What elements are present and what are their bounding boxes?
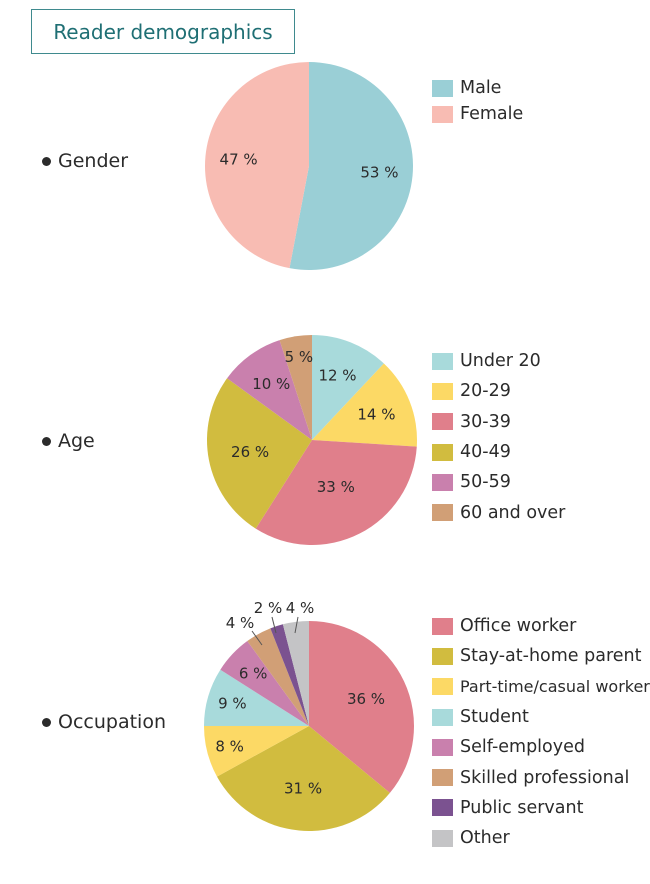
legend-swatch (432, 678, 453, 696)
legend-label: 30-39 (460, 411, 511, 432)
legend-label: Under 20 (460, 351, 541, 372)
pie-label-age-5: 5 % (285, 348, 314, 366)
legend-item: Skilled professional (432, 762, 650, 792)
legend-swatch (432, 799, 453, 817)
pie-label-occupation-3: 9 % (218, 695, 247, 713)
legend-item: 20-29 (432, 376, 565, 406)
page-title: Reader demographics (31, 9, 295, 54)
bullet-icon (42, 717, 51, 727)
legend-swatch (432, 473, 453, 491)
legend-swatch (432, 617, 453, 635)
pie-slice-age-3 (207, 378, 312, 529)
legend-item: Stay-at-home parent (432, 641, 650, 671)
legend-label: Student (460, 707, 529, 728)
pie-label-gender-1: 47 % (220, 150, 258, 168)
age-label: Age (58, 430, 95, 452)
pie-slice-age-4 (227, 340, 312, 440)
legend-item: 40-49 (432, 437, 565, 467)
pie-slice-age-1 (312, 363, 417, 447)
pie-label-age-1: 14 % (357, 405, 395, 423)
pie-slice-occupation-7 (282, 621, 309, 726)
pie-label-occupation-0: 36 % (347, 690, 385, 708)
bullet-icon (42, 156, 51, 166)
pie-slice-occupation-4 (220, 641, 309, 726)
pie-label-occupation-4: 6 % (239, 665, 268, 683)
pie-label-gender-0: 53 % (360, 164, 398, 182)
pie-label-occupation-1: 31 % (284, 780, 322, 798)
occupation-label: Occupation (58, 711, 166, 733)
pie-label-age-4: 10 % (252, 375, 290, 393)
pie-label-occupation-2: 8 % (215, 737, 244, 755)
legend-label: Office worker (460, 616, 577, 637)
legend-label: 20-29 (460, 381, 511, 402)
pie-slice-occupation-1 (216, 726, 390, 831)
legend-item: 30-39 (432, 407, 565, 437)
pie-label-age-2: 33 % (317, 478, 355, 496)
legend-label: Self-employed (460, 737, 585, 758)
pie-label-age-3: 26 % (231, 443, 269, 461)
legend-label: Public servant (460, 797, 584, 818)
legend-swatch (432, 647, 453, 665)
legend-swatch (432, 708, 453, 726)
pie-label-occupation-5: 4 % (226, 614, 255, 632)
legend-item: 60 and over (432, 497, 565, 527)
occupation-legend: Office worker Stay-at-home parent Part-tim… (432, 611, 650, 853)
pie-slice-occupation-3 (204, 669, 309, 726)
pie-slice-occupation-2 (204, 726, 309, 777)
legend-label: 60 and over (460, 502, 566, 523)
legend-swatch (432, 738, 453, 756)
legend-label: Male (460, 78, 502, 98)
legend-item: Public servant (432, 793, 650, 823)
legend-swatch (432, 352, 453, 370)
gender-label: Gender (58, 150, 129, 172)
gender-legend: Male Female (432, 75, 523, 127)
legend-item: Part-time/casual worker (432, 672, 650, 702)
legend-item: Office worker (432, 611, 650, 641)
legend-label: Stay-at-home parent (460, 646, 642, 667)
pie-leader-line-6 (271, 616, 277, 634)
legend-item: Female (432, 101, 523, 127)
legend-label: Skilled professional (460, 767, 630, 788)
bullet-icon (42, 436, 51, 446)
legend-swatch (432, 443, 453, 461)
legend-swatch (432, 105, 453, 123)
legend-swatch (432, 829, 453, 847)
legend-item: Student (432, 702, 650, 732)
legend-item: 50-59 (432, 467, 565, 497)
legend-item: Male (432, 75, 523, 101)
legend-swatch (432, 413, 453, 431)
pie-slice-age-0 (312, 335, 384, 440)
pie-label-occupation-6: 2 % (254, 599, 283, 617)
legend-label: 50-59 (460, 472, 511, 493)
legend-item: Self-employed (432, 732, 650, 762)
age-section-label: Age (42, 430, 95, 452)
pie-slice-occupation-0 (309, 621, 414, 793)
pie-slice-age-5 (279, 335, 312, 440)
age-legend: Under 20 20-29 30-39 40-49 50-59 60 and over (432, 346, 565, 528)
legend-swatch (432, 504, 453, 522)
pie-slice-occupation-5 (247, 628, 309, 726)
occupation-section-label: Occupation (42, 711, 166, 733)
pie-slice-gender-0 (289, 62, 413, 270)
legend-label: Female (460, 104, 524, 124)
legend-label: Other (460, 828, 510, 849)
pie-leader-line-7 (294, 616, 299, 634)
pie-slice-gender-1 (204, 62, 309, 269)
legend-label: Part-time/casual worker (460, 677, 650, 697)
pie-slice-age-2 (255, 440, 417, 545)
pie-leader-line-5 (251, 630, 263, 646)
legend-swatch (432, 382, 453, 400)
legend-item: Under 20 (432, 346, 565, 376)
legend-label: 40-49 (460, 442, 511, 463)
pie-slice-occupation-6 (270, 624, 309, 726)
legend-swatch (432, 769, 453, 787)
legend-swatch (432, 79, 453, 97)
gender-section-label: Gender (42, 150, 128, 172)
pie-label-occupation-7: 4 % (286, 599, 315, 617)
legend-item: Other (432, 823, 650, 853)
pie-label-age-0: 12 % (318, 367, 356, 385)
